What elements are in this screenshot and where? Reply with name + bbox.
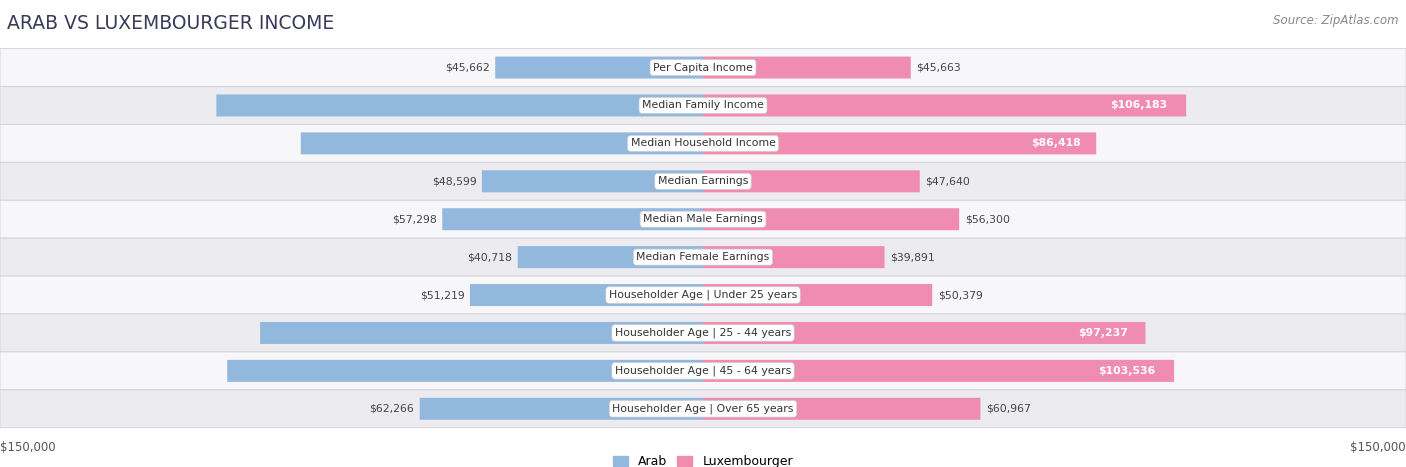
FancyBboxPatch shape (703, 322, 1146, 344)
Text: $150,000: $150,000 (0, 441, 56, 454)
Text: $57,298: $57,298 (392, 214, 437, 224)
Text: Householder Age | 45 - 64 years: Householder Age | 45 - 64 years (614, 366, 792, 376)
Text: $56,300: $56,300 (965, 214, 1010, 224)
Text: $62,266: $62,266 (370, 404, 415, 414)
Text: Householder Age | 25 - 44 years: Householder Age | 25 - 44 years (614, 328, 792, 338)
FancyBboxPatch shape (0, 314, 1406, 352)
FancyBboxPatch shape (495, 57, 703, 78)
FancyBboxPatch shape (703, 246, 884, 268)
FancyBboxPatch shape (470, 284, 703, 306)
FancyBboxPatch shape (0, 86, 1406, 124)
FancyBboxPatch shape (703, 360, 1174, 382)
Text: $50,379: $50,379 (938, 290, 983, 300)
Text: $97,336: $97,336 (685, 328, 735, 338)
FancyBboxPatch shape (703, 208, 959, 230)
FancyBboxPatch shape (703, 132, 1097, 155)
Text: $40,718: $40,718 (467, 252, 512, 262)
FancyBboxPatch shape (703, 284, 932, 306)
Text: ARAB VS LUXEMBOURGER INCOME: ARAB VS LUXEMBOURGER INCOME (7, 14, 335, 33)
Text: Median Female Earnings: Median Female Earnings (637, 252, 769, 262)
Text: Householder Age | Over 65 years: Householder Age | Over 65 years (612, 403, 794, 414)
FancyBboxPatch shape (517, 246, 703, 268)
FancyBboxPatch shape (0, 163, 1406, 200)
Text: $45,663: $45,663 (917, 63, 960, 72)
FancyBboxPatch shape (0, 276, 1406, 314)
FancyBboxPatch shape (0, 352, 1406, 390)
FancyBboxPatch shape (301, 132, 703, 155)
Text: $104,566: $104,566 (683, 366, 741, 376)
FancyBboxPatch shape (0, 124, 1406, 163)
Text: $60,967: $60,967 (986, 404, 1031, 414)
Text: $51,219: $51,219 (420, 290, 464, 300)
Text: $150,000: $150,000 (1350, 441, 1406, 454)
FancyBboxPatch shape (0, 390, 1406, 428)
Text: Per Capita Income: Per Capita Income (652, 63, 754, 72)
FancyBboxPatch shape (443, 208, 703, 230)
Text: $88,398: $88,398 (688, 138, 737, 149)
FancyBboxPatch shape (260, 322, 703, 344)
FancyBboxPatch shape (703, 398, 980, 420)
Text: $106,952: $106,952 (683, 100, 741, 111)
Text: Householder Age | Under 25 years: Householder Age | Under 25 years (609, 290, 797, 300)
Text: Median Earnings: Median Earnings (658, 177, 748, 186)
Text: $97,237: $97,237 (1078, 328, 1128, 338)
FancyBboxPatch shape (703, 170, 920, 192)
Text: $103,536: $103,536 (1098, 366, 1156, 376)
FancyBboxPatch shape (228, 360, 703, 382)
Text: Source: ZipAtlas.com: Source: ZipAtlas.com (1274, 14, 1399, 27)
FancyBboxPatch shape (703, 57, 911, 78)
Text: Median Male Earnings: Median Male Earnings (643, 214, 763, 224)
Text: $106,183: $106,183 (1109, 100, 1167, 111)
FancyBboxPatch shape (0, 49, 1406, 86)
Text: Median Family Income: Median Family Income (643, 100, 763, 111)
Text: $47,640: $47,640 (925, 177, 970, 186)
FancyBboxPatch shape (217, 94, 703, 116)
FancyBboxPatch shape (703, 94, 1187, 116)
Text: Median Household Income: Median Household Income (630, 138, 776, 149)
FancyBboxPatch shape (0, 238, 1406, 276)
Text: $48,599: $48,599 (432, 177, 477, 186)
Text: $45,662: $45,662 (446, 63, 489, 72)
Legend: Arab, Luxembourger: Arab, Luxembourger (607, 450, 799, 467)
FancyBboxPatch shape (0, 200, 1406, 238)
FancyBboxPatch shape (482, 170, 703, 192)
Text: $86,418: $86,418 (1031, 138, 1080, 149)
FancyBboxPatch shape (419, 398, 703, 420)
Text: $39,891: $39,891 (890, 252, 935, 262)
